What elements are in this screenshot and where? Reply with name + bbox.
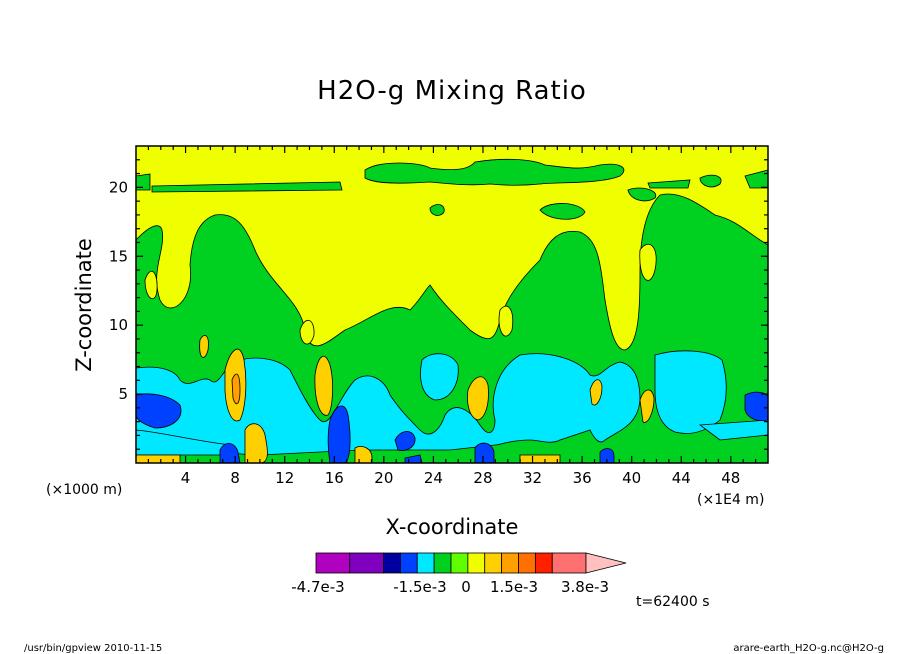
colorbar-cell bbox=[484, 552, 503, 574]
colorbar: -4.7e-3 -1.5e-3 0 1.5e-3 3.8e-3 bbox=[291, 552, 627, 596]
footer-right: arare-earth_H2O-g.nc@H2O-g bbox=[733, 643, 884, 654]
footer-left: /usr/bin/gpview 2010-11-15 bbox=[24, 643, 163, 654]
x-tick-label: 32 bbox=[523, 469, 542, 487]
colorbar-cell bbox=[518, 552, 536, 574]
colorbar-label: 0 bbox=[461, 578, 471, 596]
colorbar-cell bbox=[551, 552, 587, 574]
axis-ticks bbox=[136, 146, 768, 463]
colorbar-cell bbox=[399, 552, 418, 574]
x-tick-label: 4 bbox=[181, 469, 191, 487]
y-tick-label: 5 bbox=[118, 385, 128, 403]
colorbar-arrow bbox=[585, 552, 627, 574]
colorbar-label: 1.5e-3 bbox=[490, 578, 538, 596]
time-annotation: t=62400 s bbox=[636, 594, 710, 610]
y-tick-label: 15 bbox=[109, 247, 128, 265]
x-tick-label: 8 bbox=[230, 469, 240, 487]
plot-frame bbox=[135, 145, 769, 464]
x-unit-left: (×1000 m) bbox=[46, 482, 123, 498]
x-tick-label: 28 bbox=[473, 469, 492, 487]
colorbar-label: -1.5e-3 bbox=[393, 578, 446, 596]
colorbar-cell bbox=[416, 552, 435, 574]
y-tick-label: 10 bbox=[109, 316, 128, 334]
colorbar-label: -4.7e-3 bbox=[291, 578, 344, 596]
x-tick-label: 36 bbox=[573, 469, 592, 487]
contour-field bbox=[136, 146, 768, 463]
x-axis-label: X-coordinate bbox=[385, 515, 519, 539]
x-tick-label: 24 bbox=[424, 469, 443, 487]
colorbar-cell bbox=[467, 552, 486, 574]
y-tick-label: 20 bbox=[109, 178, 128, 196]
colorbar-cell bbox=[501, 552, 519, 574]
x-tick-label: 20 bbox=[374, 469, 393, 487]
colorbar-cell bbox=[349, 552, 384, 574]
x-tick-label: 48 bbox=[721, 469, 740, 487]
x-tick-label: 44 bbox=[672, 469, 691, 487]
colorbar-cell bbox=[433, 552, 452, 574]
chart-title: H2O-g Mixing Ratio bbox=[317, 76, 587, 106]
x-unit-right: (×1E4 m) bbox=[697, 492, 765, 508]
colorbar-cell bbox=[450, 552, 469, 574]
colorbar-label: 3.8e-3 bbox=[561, 578, 609, 596]
y-axis-label: Z-coordinate bbox=[72, 238, 96, 372]
colorbar-cell bbox=[383, 552, 401, 574]
colorbar-cell bbox=[534, 552, 553, 574]
colorbar-cell bbox=[315, 552, 351, 574]
x-tick-label: 16 bbox=[325, 469, 344, 487]
x-tick-label: 40 bbox=[622, 469, 641, 487]
x-tick-label: 12 bbox=[275, 469, 294, 487]
